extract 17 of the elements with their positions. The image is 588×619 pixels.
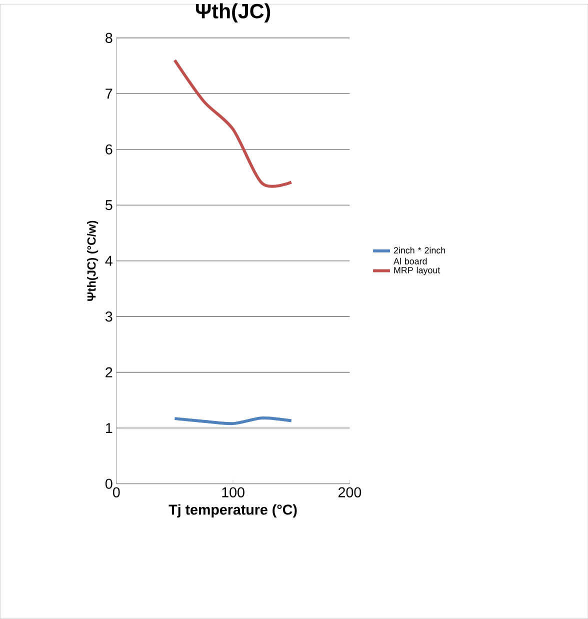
- y-axis-title: Ψth(JC) (°C/w): [86, 220, 98, 301]
- chart-title: Ψth(JC): [196, 3, 270, 22]
- y-tick-label: 5: [105, 200, 112, 210]
- y-tick-label: 0: [105, 478, 112, 489]
- y-tick-label: 3: [105, 312, 112, 322]
- x-tick-label: 200: [338, 487, 361, 498]
- y-tick-label: 8: [105, 32, 112, 43]
- x-axis-title: Tj temperature (°C): [168, 504, 297, 518]
- x-tick-label: 100: [222, 487, 244, 498]
- y-tick-label: 7: [106, 88, 112, 99]
- y-tick-label: 6: [106, 144, 112, 154]
- y-tick-label: 4: [105, 256, 112, 266]
- legend-label: MRP layout: [394, 266, 440, 276]
- x-tick-label: 0: [112, 487, 120, 498]
- y-tick-label: 1: [106, 423, 112, 433]
- legend-label: 2inch * 2inch Al board: [393, 246, 445, 264]
- y-tick-label: 2: [106, 367, 112, 378]
